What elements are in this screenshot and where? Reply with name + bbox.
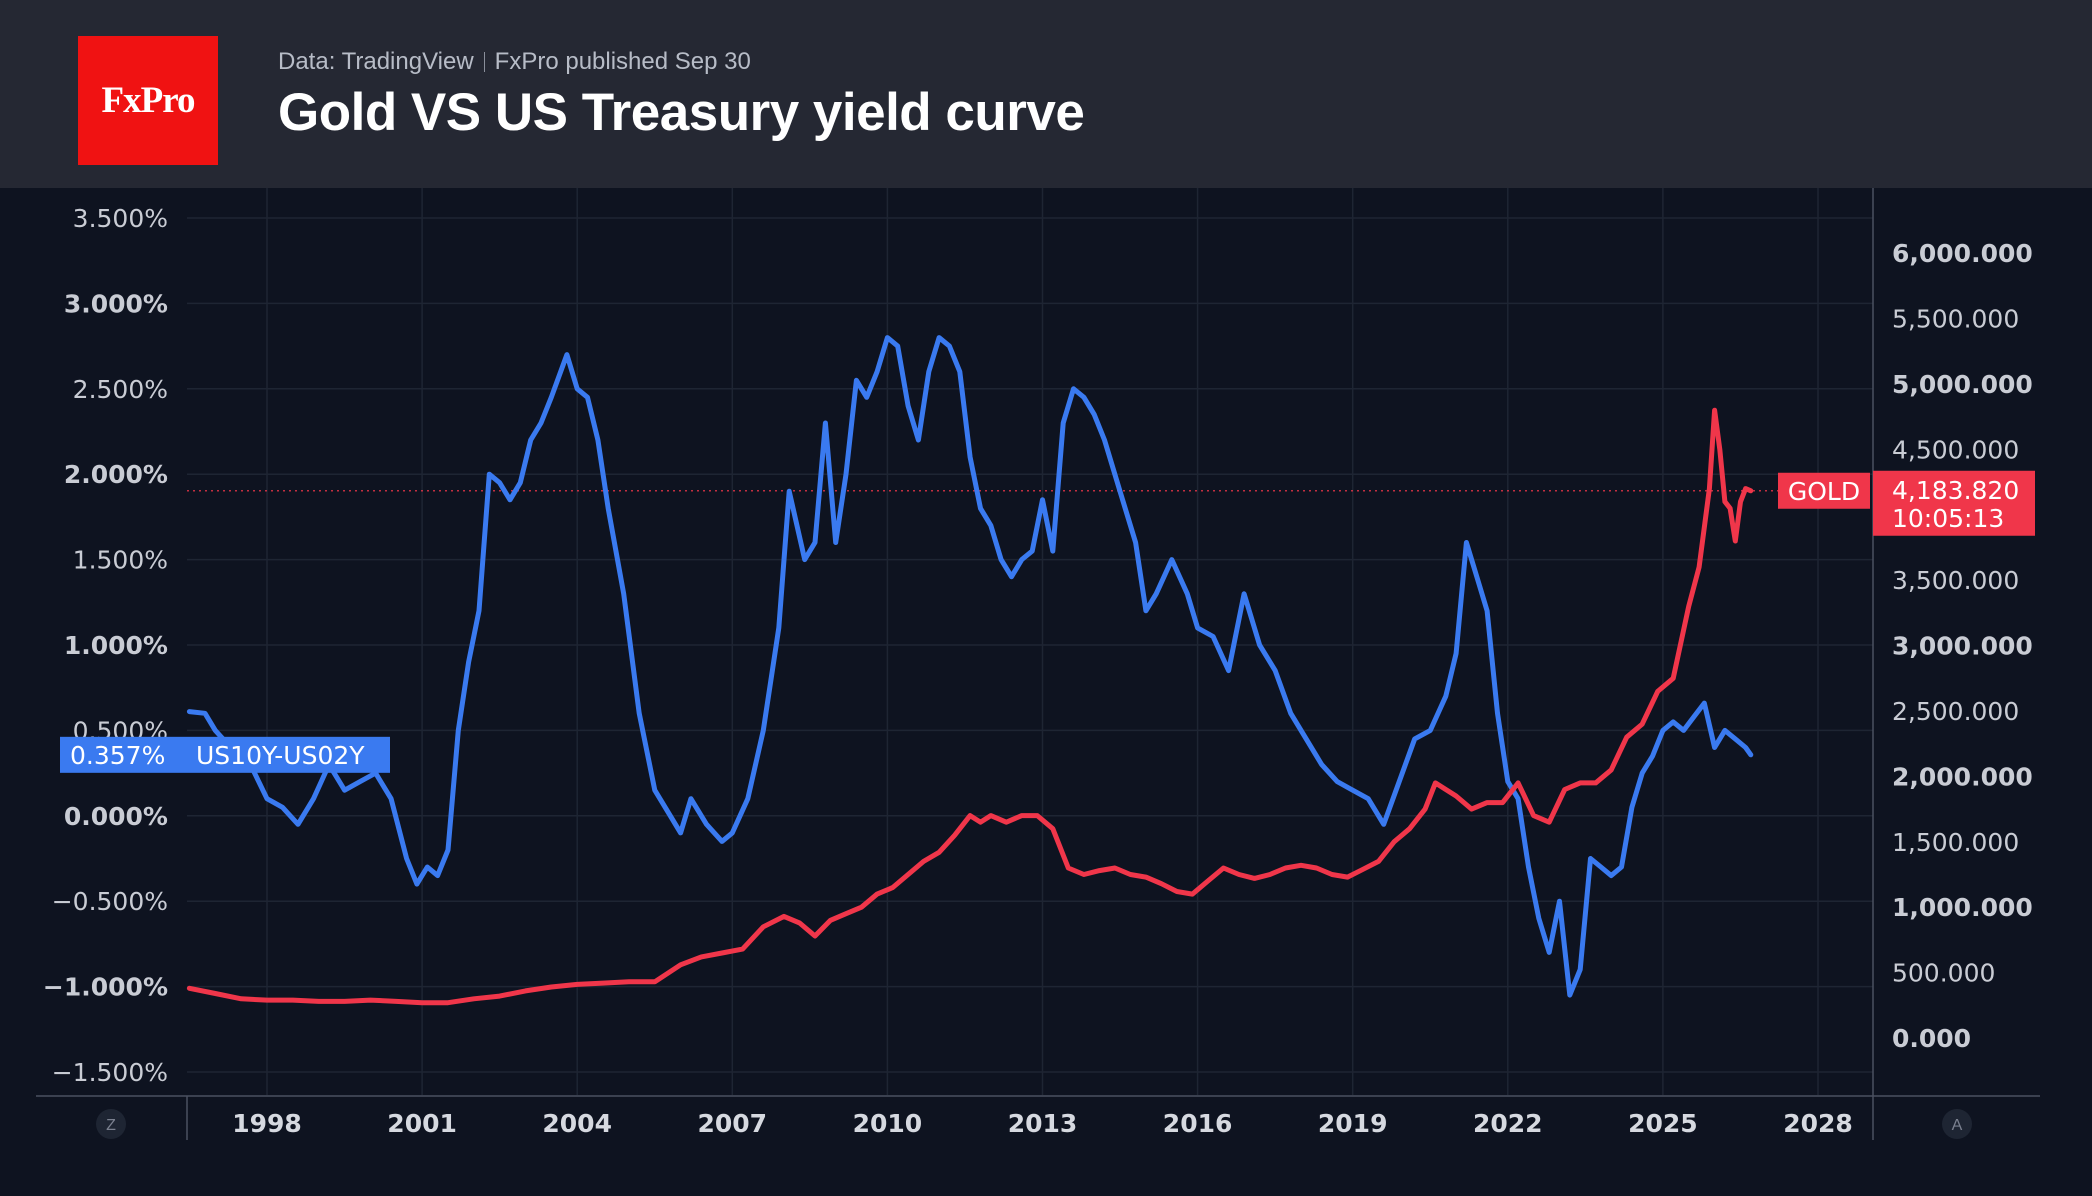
left-axis-tick-label: 1.500% [73, 546, 168, 575]
right-axis-tick-label: 4,500.000 [1892, 435, 2019, 464]
brand-name: FxPro [101, 80, 196, 121]
separator [483, 52, 485, 72]
right-axis-tick-label: 1,000.000 [1892, 893, 2033, 922]
right-axis-tick-label: 5,000.000 [1892, 370, 2033, 399]
right-axis-tick-label: 5,500.000 [1892, 305, 2019, 334]
x-axis-tick-label: 2004 [542, 1109, 612, 1138]
right-axis-tick-label: 2,000.000 [1892, 762, 2033, 791]
left-axis-tick-label: −1.500% [52, 1058, 168, 1087]
x-axis-tick-label: 2028 [1783, 1109, 1853, 1138]
left-scale-button[interactable] [96, 1109, 126, 1139]
x-axis-tick-label: 2013 [1008, 1109, 1078, 1138]
gold-name-badge [1778, 472, 1870, 509]
left-axis-tick-label: 0.000% [64, 802, 168, 831]
left-axis-tick-label: 3.000% [64, 289, 168, 318]
chart-title: Gold VS US Treasury yield curve [278, 83, 1085, 142]
x-axis-tick-label: 2019 [1318, 1109, 1388, 1138]
published-note: FxPro published Sep 30 [494, 48, 751, 75]
right-axis-tick-label: 3,500.000 [1892, 566, 2019, 595]
right-scale-button[interactable] [1942, 1109, 1972, 1139]
right-axis-tick-label: 500.000 [1892, 959, 1995, 988]
data-source: Data: TradingView [278, 48, 474, 75]
x-axis-tick-label: 2022 [1473, 1109, 1543, 1138]
header-bar: FxPro Data: TradingView FxPro published … [0, 0, 2092, 188]
gold-countdown: 10:05:13 [1892, 504, 2004, 533]
spread-last-value: 0.357% [70, 741, 165, 770]
left-scale-icon: Z [106, 1117, 116, 1134]
right-axis-tick-label: 0.000 [1892, 1024, 1971, 1053]
fxpro-logo: FxPro [78, 36, 218, 165]
right-scale-icon: A [1952, 1117, 1963, 1134]
left-axis-tick-label: 2.000% [64, 460, 168, 489]
x-axis-tick-label: 1998 [232, 1109, 302, 1138]
x-axis-tick-label: 2016 [1163, 1109, 1233, 1138]
left-axis-tick-label: −0.500% [52, 887, 168, 916]
gold-last-value: 4,183.820 [1892, 476, 2019, 505]
spread-value-badge [60, 736, 390, 773]
right-axis-tick-label: 1,500.000 [1892, 828, 2019, 857]
x-axis-tick-label: 2007 [698, 1109, 768, 1138]
spread-series-name: US10Y-US02Y [196, 741, 365, 770]
gold-series-name: GOLD [1788, 477, 1860, 506]
left-axis-tick-label: 1.000% [64, 631, 168, 660]
gold-value-badge [1873, 470, 2035, 536]
chart-area[interactable]: 3.500%3.000%2.500%2.000%1.500%1.000%0.50… [0, 188, 2092, 1196]
left-axis-tick-label: −1.000% [43, 973, 168, 1002]
gold-series-line[interactable] [186, 407, 1754, 1006]
left-axis-tick-label: 2.500% [73, 375, 168, 404]
x-axis-tick-label: 2001 [387, 1109, 457, 1138]
source-line: Data: TradingView FxPro published Sep 30 [278, 48, 751, 76]
right-axis-tick-label: 6,000.000 [1892, 239, 2033, 268]
right-axis-tick-label: 3,000.000 [1892, 632, 2033, 661]
x-axis-tick-label: 2010 [853, 1109, 923, 1138]
left-axis-tick-label: 3.500% [73, 204, 168, 233]
right-axis-tick-label: 2,500.000 [1892, 697, 2019, 726]
x-axis-tick-label: 2025 [1628, 1109, 1698, 1138]
spread-series-line[interactable] [186, 335, 1754, 998]
